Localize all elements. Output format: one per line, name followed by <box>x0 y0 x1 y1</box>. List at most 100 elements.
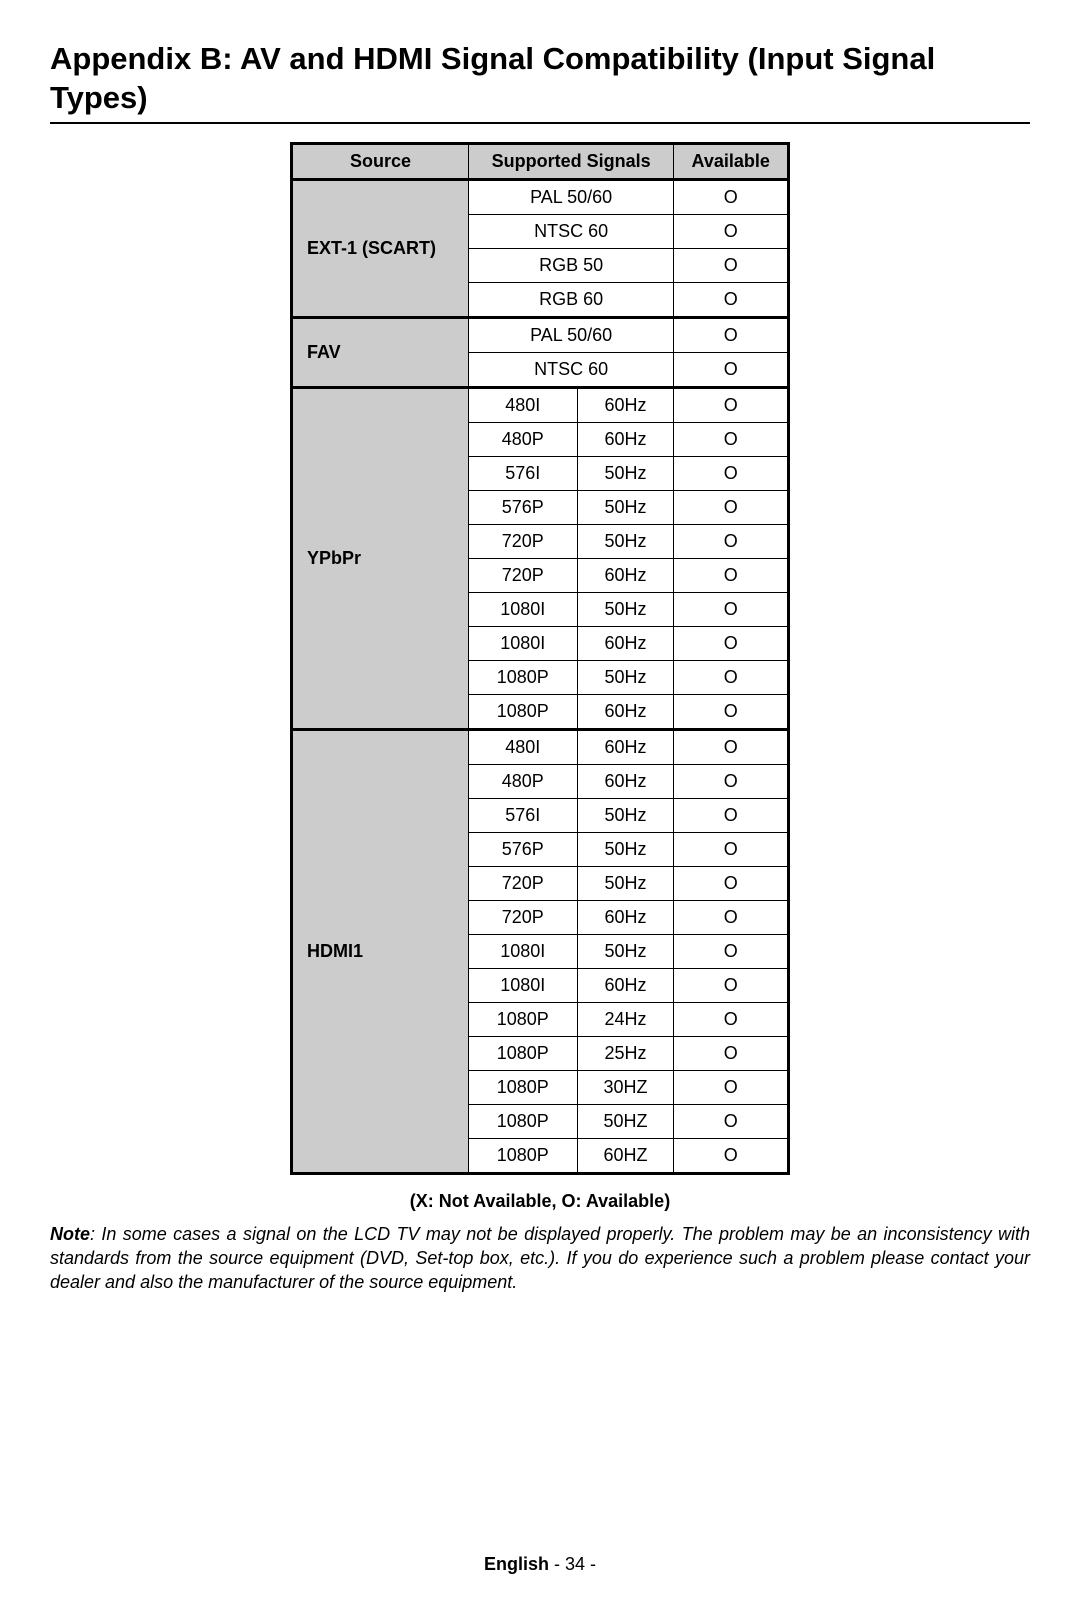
signal-cell: 1080I <box>468 592 577 626</box>
freq-cell: 50Hz <box>577 456 674 490</box>
signal-cell: NTSC 60 <box>468 352 673 387</box>
freq-cell: 60Hz <box>577 422 674 456</box>
available-cell: O <box>674 1036 789 1070</box>
freq-cell: 60Hz <box>577 558 674 592</box>
available-cell: O <box>674 179 789 214</box>
table-row: FAVPAL 50/60O <box>292 317 789 352</box>
freq-cell: 50Hz <box>577 524 674 558</box>
available-cell: O <box>674 490 789 524</box>
signal-cell: 720P <box>468 524 577 558</box>
signal-cell: PAL 50/60 <box>468 179 673 214</box>
signal-cell: 576I <box>468 798 577 832</box>
signal-cell: 576I <box>468 456 577 490</box>
signal-cell: 720P <box>468 558 577 592</box>
freq-cell: 50Hz <box>577 592 674 626</box>
signal-cell: 576P <box>468 490 577 524</box>
signal-cell: 1080I <box>468 968 577 1002</box>
available-cell: O <box>674 317 789 352</box>
freq-cell: 24Hz <box>577 1002 674 1036</box>
freq-cell: 50Hz <box>577 934 674 968</box>
available-cell: O <box>674 866 789 900</box>
page-title: Appendix B: AV and HDMI Signal Compatibi… <box>50 40 1030 118</box>
available-cell: O <box>674 626 789 660</box>
note: Note: In some cases a signal on the LCD … <box>50 1222 1030 1295</box>
available-cell: O <box>674 1138 789 1173</box>
freq-cell: 25Hz <box>577 1036 674 1070</box>
page-footer: English - 34 - <box>50 1554 1030 1575</box>
available-cell: O <box>674 352 789 387</box>
available-cell: O <box>674 422 789 456</box>
signal-cell: 1080I <box>468 626 577 660</box>
source-cell: EXT-1 (SCART) <box>292 179 469 317</box>
col-supported: Supported Signals <box>468 143 673 179</box>
freq-cell: 50Hz <box>577 866 674 900</box>
signal-cell: 1080P <box>468 1138 577 1173</box>
source-cell: FAV <box>292 317 469 387</box>
title-underline <box>50 122 1030 124</box>
available-cell: O <box>674 456 789 490</box>
signal-cell: 1080P <box>468 694 577 729</box>
freq-cell: 50Hz <box>577 490 674 524</box>
freq-cell: 50HZ <box>577 1104 674 1138</box>
freq-cell: 60Hz <box>577 387 674 422</box>
freq-cell: 60Hz <box>577 626 674 660</box>
available-cell: O <box>674 934 789 968</box>
available-cell: O <box>674 1104 789 1138</box>
source-cell: HDMI1 <box>292 729 469 1173</box>
signal-compatibility-table: Source Supported Signals Available EXT-1… <box>290 142 790 1175</box>
available-cell: O <box>674 1070 789 1104</box>
signal-cell: 1080P <box>468 1070 577 1104</box>
available-cell: O <box>674 660 789 694</box>
available-cell: O <box>674 694 789 729</box>
available-cell: O <box>674 968 789 1002</box>
freq-cell: 50Hz <box>577 660 674 694</box>
available-cell: O <box>674 248 789 282</box>
available-cell: O <box>674 387 789 422</box>
footer-page: - 34 - <box>549 1554 596 1574</box>
freq-cell: 30HZ <box>577 1070 674 1104</box>
freq-cell: 60Hz <box>577 764 674 798</box>
freq-cell: 60Hz <box>577 900 674 934</box>
col-available: Available <box>674 143 789 179</box>
signal-cell: 1080I <box>468 934 577 968</box>
freq-cell: 60Hz <box>577 968 674 1002</box>
freq-cell: 60Hz <box>577 694 674 729</box>
available-cell: O <box>674 729 789 764</box>
signal-cell: 576P <box>468 832 577 866</box>
available-cell: O <box>674 900 789 934</box>
signal-cell: 1080P <box>468 660 577 694</box>
table-row: HDMI1480I60HzO <box>292 729 789 764</box>
freq-cell: 60Hz <box>577 729 674 764</box>
col-source: Source <box>292 143 469 179</box>
freq-cell: 50Hz <box>577 832 674 866</box>
signal-cell: 1080P <box>468 1002 577 1036</box>
available-cell: O <box>674 764 789 798</box>
note-text: : In some cases a signal on the LCD TV m… <box>50 1224 1030 1293</box>
available-cell: O <box>674 524 789 558</box>
signal-cell: 1080P <box>468 1104 577 1138</box>
available-cell: O <box>674 1002 789 1036</box>
available-cell: O <box>674 214 789 248</box>
source-cell: YPbPr <box>292 387 469 729</box>
footer-lang: English <box>484 1554 549 1574</box>
table-row: YPbPr480I60HzO <box>292 387 789 422</box>
freq-cell: 60HZ <box>577 1138 674 1173</box>
available-cell: O <box>674 798 789 832</box>
signal-cell: 480P <box>468 422 577 456</box>
signal-cell: RGB 50 <box>468 248 673 282</box>
available-cell: O <box>674 282 789 317</box>
signal-cell: 480P <box>468 764 577 798</box>
signal-cell: PAL 50/60 <box>468 317 673 352</box>
table-row: EXT-1 (SCART)PAL 50/60O <box>292 179 789 214</box>
signal-cell: 480I <box>468 387 577 422</box>
freq-cell: 50Hz <box>577 798 674 832</box>
signal-cell: 720P <box>468 866 577 900</box>
available-cell: O <box>674 832 789 866</box>
signal-cell: 1080P <box>468 1036 577 1070</box>
signal-cell: 720P <box>468 900 577 934</box>
legend: (X: Not Available, O: Available) <box>50 1191 1030 1212</box>
signal-cell: 480I <box>468 729 577 764</box>
signal-cell: RGB 60 <box>468 282 673 317</box>
note-label: Note <box>50 1224 90 1244</box>
table-header-row: Source Supported Signals Available <box>292 143 789 179</box>
